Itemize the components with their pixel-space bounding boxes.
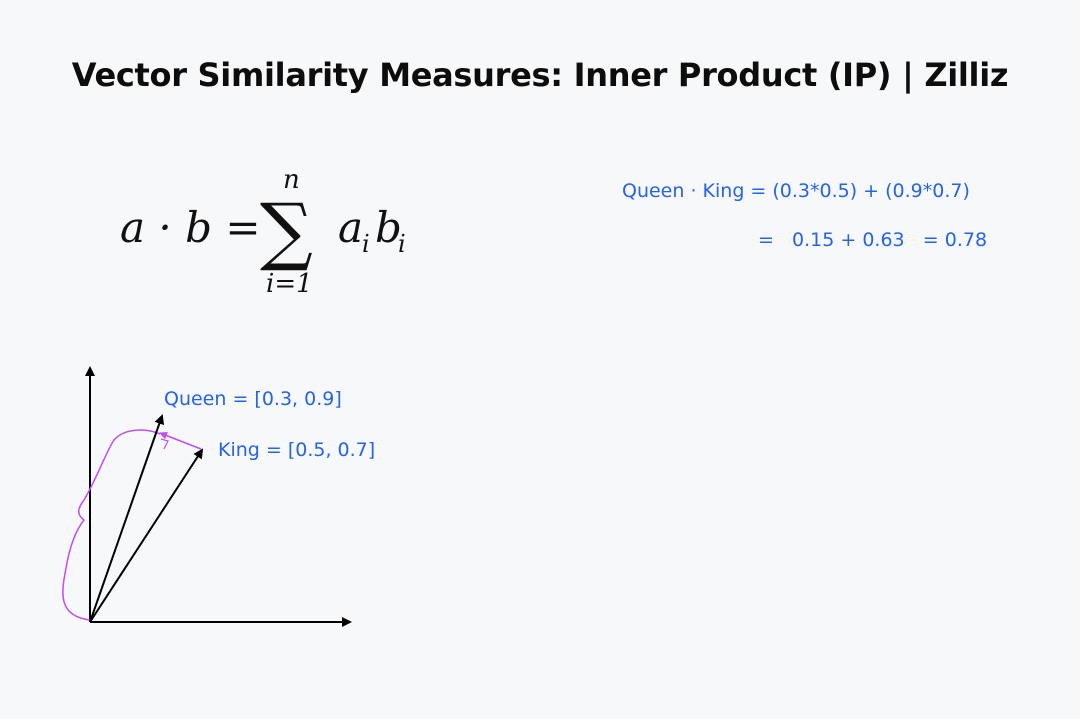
formula-upper-limit: n	[283, 165, 300, 195]
formula-svg: a · b = n ∑ i=1 a i b i	[120, 165, 406, 299]
king-vector	[89, 448, 204, 623]
sum-symbol: ∑	[260, 188, 313, 274]
queen-vector	[89, 414, 165, 623]
formula-term-a: a	[338, 203, 363, 252]
projection-brace	[62, 429, 161, 621]
king-label: King = [0.5, 0.7]	[218, 439, 375, 461]
formula-lhs: a · b =	[120, 203, 261, 252]
calculation-line-2: = 0.15 + 0.63 = 0.78	[758, 229, 988, 251]
formula-term-b: b	[375, 203, 402, 252]
page-title: Vector Similarity Measures: Inner Produc…	[71, 56, 1009, 94]
projection-line	[159, 431, 202, 450]
queen-label: Queen = [0.3, 0.9]	[164, 388, 342, 410]
formula-term-b-subscript: i	[398, 230, 406, 258]
formula-lower-limit: i=1	[266, 269, 313, 299]
formula-term-a-subscript: i	[362, 230, 370, 258]
vector-diagram-svg: Queen = [0.3, 0.9] King = [0.5, 0.7]	[62, 366, 375, 627]
calculation-line-1: Queen · King = (0.3*0.5) + (0.9*0.7)	[622, 180, 970, 202]
right-angle-marker	[160, 438, 169, 450]
vector-diagram: Queen = [0.3, 0.9] King = [0.5, 0.7]	[0, 340, 480, 660]
inner-product-formula: a · b = n ∑ i=1 a i b i	[100, 150, 460, 320]
